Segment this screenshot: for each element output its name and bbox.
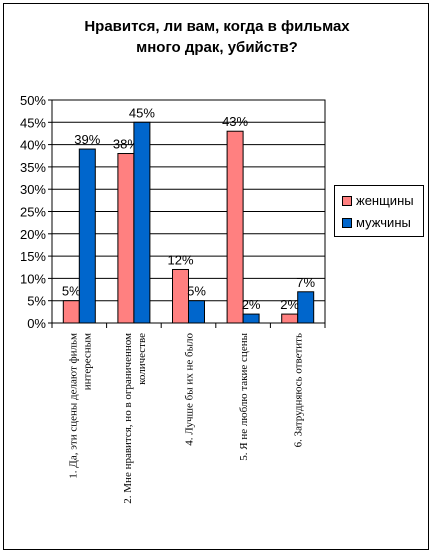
y-tick-label: 20% [20, 227, 46, 242]
chart-title-line-2: много драк, убийств? [136, 39, 298, 56]
x-category-label: интересным [81, 333, 93, 390]
bar [281, 313, 299, 324]
bar [297, 291, 315, 324]
x-category-label: 4. Лучше бы их не было [184, 333, 196, 446]
y-tick-label: 45% [20, 115, 46, 130]
bar [226, 130, 244, 324]
data-label: 12% [167, 252, 193, 267]
bar [242, 313, 260, 324]
bar [172, 268, 189, 324]
legend-swatch-men [342, 217, 352, 228]
data-label: 39% [74, 132, 100, 147]
data-label: 43% [222, 114, 248, 129]
bar [117, 153, 135, 324]
bar [133, 121, 151, 324]
y-tick-label: 30% [20, 182, 46, 197]
legend-label-women: женщины [356, 193, 414, 208]
y-tick-label: 25% [20, 205, 46, 220]
bar [188, 300, 205, 324]
chart-title-line-1: Нравится, ли вам, когда в фильмах [84, 18, 350, 35]
y-tick-label: 15% [20, 249, 46, 264]
data-label: 45% [129, 105, 155, 120]
legend-swatch-women [342, 195, 352, 206]
x-category-label: 6. Затрудняюсь ответить [293, 333, 305, 447]
y-tick-label: 0% [27, 316, 46, 331]
bar [62, 300, 80, 324]
legend: женщины мужчины [334, 185, 424, 237]
x-category-label: количестве [136, 333, 148, 385]
chart-title: Нравится, ли вам, когда в фильмах много … [0, 16, 434, 58]
legend-item-men: мужчины [342, 216, 411, 230]
bar [78, 148, 96, 324]
data-label: 5% [62, 284, 81, 299]
y-tick-label: 5% [27, 294, 46, 309]
legend-item-women: женщины [342, 194, 414, 208]
data-label: 5% [187, 284, 206, 299]
y-tick-label: 40% [20, 138, 46, 153]
data-label: 2% [280, 297, 299, 312]
y-tick-label: 35% [20, 160, 46, 175]
legend-label-men: мужчины [356, 215, 411, 230]
x-category-label: 1. Да, эти сцены делают фильм [67, 333, 79, 479]
data-label: 38% [113, 137, 139, 152]
y-tick-label: 50% [20, 93, 46, 108]
data-label: 2% [242, 297, 261, 312]
x-category-label: 5. Я не люблю такие сцены [238, 332, 250, 460]
data-label: 7% [296, 275, 315, 290]
x-category-label: 2. Мне нравится, но в ограниченном [122, 333, 134, 504]
y-tick-label: 10% [20, 271, 46, 286]
